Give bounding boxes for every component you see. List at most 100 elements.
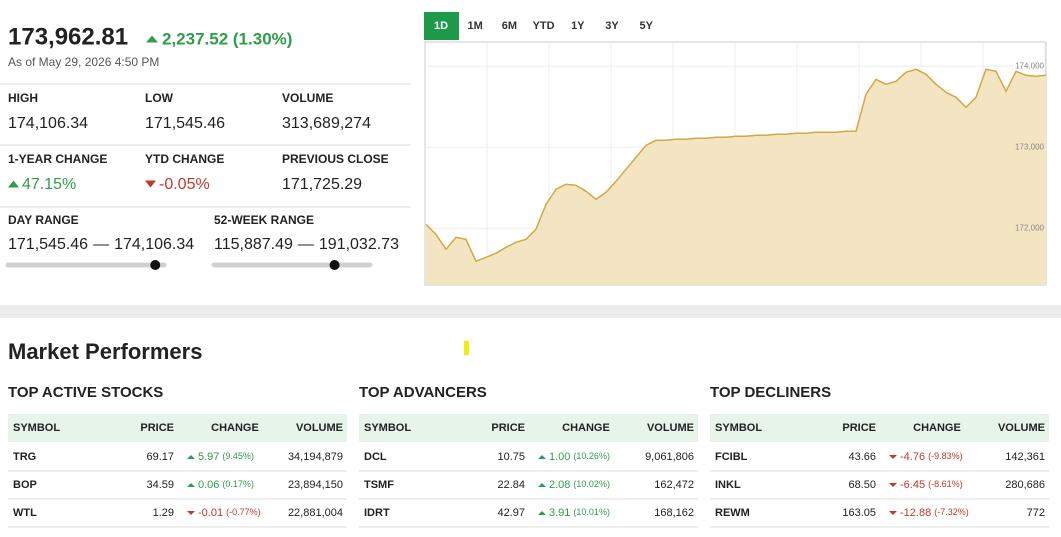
column-header: SYMBOL [13,422,60,434]
change: 3.91 (10.01%) [549,507,610,519]
column-header: PRICE [140,422,174,434]
stat-label: HIGH [8,91,38,105]
stat-label: 1-YEAR CHANGE [8,152,107,166]
y-tick-label: 173,000 [1015,142,1044,151]
change-value: -0.01 [198,507,223,519]
range-high: 191,032.73 [319,236,399,253]
change: 5.97 (9.45%) [198,451,254,463]
change: -4.76 (-9.83%) [900,451,963,463]
stat-label: PREVIOUS CLOSE [282,152,389,166]
up-arrow [187,455,195,459]
change-value: -12.88 [900,507,931,519]
volume: 22,881,004 [288,507,343,519]
timeframe-tab[interactable]: 1M [468,20,483,32]
column-header: CHANGE [211,422,259,434]
tab-active [424,12,459,40]
column-header: PRICE [491,422,525,434]
down-arrow [187,511,195,515]
price: 22.84 [497,479,525,491]
change-percent: (0.17%) [222,479,254,489]
change-value: 0.06 [198,479,219,491]
price: 1.29 [153,507,174,519]
change: -0.01 (-0.77%) [198,507,261,519]
range-value: 115,887.49 — 191,032.73 [214,236,399,253]
as-of: As of May 29, 2026 4:50 PM [8,55,159,69]
change-percent: (10.02%) [573,479,610,489]
change-percent: (-7.32%) [934,507,969,517]
range-dot [150,260,161,270]
section-title: Market Performers [8,339,202,364]
range-label: DAY RANGE [8,213,79,227]
stat-label: VOLUME [282,91,333,105]
price: 34.59 [146,479,174,491]
volume: 168,162 [654,507,694,519]
timeframe-tab[interactable]: YTD [533,20,555,32]
symbol: DCL [364,451,387,463]
change: 1.00 (10.26%) [549,451,610,463]
symbol: REWM [715,507,750,519]
price: 43.66 [848,451,876,463]
column-header: CHANGE [562,422,610,434]
change-percent: (-0.77%) [226,507,261,517]
down-arrow [889,455,897,459]
change: 0.06 (0.17%) [198,479,254,491]
timeframe-tab[interactable]: 5Y [639,20,653,32]
change: -6.45 (-8.61%) [900,479,963,491]
timeframe-tab[interactable]: 1Y [571,20,585,32]
column-header: SYMBOL [715,422,762,434]
table-title: TOP ACTIVE STOCKS [8,384,163,401]
symbol: TSMF [364,479,394,491]
stat-value: 174,106.34 [8,115,88,132]
change-percent: (10.01%) [573,507,610,517]
down-arrow [889,511,897,515]
section-divider [0,305,1061,318]
column-header: SYMBOL [364,422,411,434]
change-percent: (-8.61%) [928,479,963,489]
volume: 142,361 [1005,451,1045,463]
down-arrow [889,483,897,487]
range-separator: — [298,236,314,253]
price: 173,962.81 [8,23,128,50]
symbol: IDRT [364,507,390,519]
volume: 9,061,806 [645,451,694,463]
stat-value: -0.05% [159,176,210,193]
change-value: -6.45 [900,479,925,491]
range-low: 115,887.49 [214,236,293,253]
range-dot [329,260,340,270]
price: 42.97 [497,507,525,519]
table-header [359,414,698,442]
change: -12.88 (-7.32%) [900,507,969,519]
symbol: FCIBL [715,451,748,463]
price: 163.05 [842,507,876,519]
table-title: TOP DECLINERS [710,384,831,401]
up-arrow [146,35,158,43]
stat-value: 171,545.46 [145,115,225,132]
symbol: INKL [715,479,741,491]
stat-value: 171,725.29 [282,176,362,193]
symbol: BOP [13,479,37,491]
symbol: WTL [13,507,37,519]
symbol: TRG [13,451,36,463]
change-value: 5.97 [198,451,219,463]
up-arrow [538,511,546,515]
range-low: 171,545.46 [8,236,88,253]
column-header: VOLUME [998,422,1045,434]
table-header [8,414,347,442]
range-separator: — [93,236,109,253]
table-header [710,414,1049,442]
column-header: VOLUME [647,422,694,434]
price: 10.75 [497,451,525,463]
y-tick-label: 174,000 [1015,61,1044,70]
range-high: 174,106.34 [114,236,194,253]
change-percent: (10.26%) [573,451,610,461]
stat-value: 313,689,274 [282,115,371,132]
timeframe-tab[interactable]: 3Y [605,20,619,32]
volume: 162,472 [654,479,694,491]
price-change: 2,237.52 (1.30%) [162,29,292,48]
stat-label: LOW [145,91,174,105]
timeframe-tab[interactable]: 1D [434,20,448,32]
timeframe-tab[interactable]: 6M [502,20,517,32]
change-percent: (9.45%) [222,451,254,461]
